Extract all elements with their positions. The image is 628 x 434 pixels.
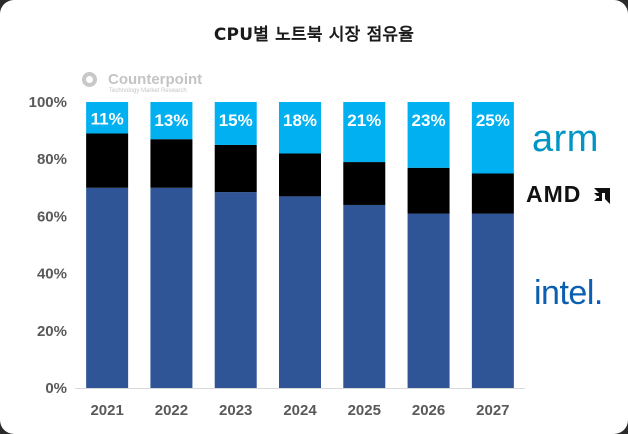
amd-logo: AMD	[526, 181, 582, 207]
data-label: 13%	[154, 111, 188, 130]
bar-segment-arm	[407, 102, 450, 168]
bar-segment-amd	[343, 162, 386, 205]
bar-segment-arm	[279, 102, 321, 154]
bar-segment-arm	[86, 102, 129, 134]
watermark-tagline: Technology Market Research	[109, 88, 187, 94]
bar-segment-intel	[214, 192, 257, 388]
bar-segment-intel	[343, 204, 386, 388]
y-tick-label: 20%	[37, 323, 67, 340]
bar-segment-amd	[279, 153, 321, 197]
counterpoint-logo-icon	[82, 72, 97, 87]
x-tick-label: 2023	[219, 402, 252, 419]
bar-segment-intel	[86, 187, 129, 388]
bar-segment-intel	[150, 187, 193, 388]
intel-logo: intel.	[534, 274, 603, 312]
data-label: 11%	[91, 110, 124, 129]
bar-segment-arm	[471, 102, 514, 174]
data-label: 23%	[412, 111, 446, 130]
bar-segment-intel	[407, 213, 450, 388]
y-tick-label: 60%	[37, 208, 67, 225]
bar-segment-intel	[279, 196, 321, 388]
data-label: 21%	[347, 111, 381, 130]
counterpoint-watermark: Counterpoint Technology Market Research	[82, 70, 222, 100]
data-label: 15%	[219, 111, 253, 130]
bar-segment-arm	[214, 102, 257, 145]
x-tick-label: 2025	[348, 402, 381, 419]
arm-logo: arm	[532, 118, 599, 160]
bar-segment-arm	[150, 102, 193, 140]
bar-segment-amd	[86, 133, 129, 188]
x-tick-label: 2027	[476, 402, 509, 419]
bar-segment-amd	[150, 139, 193, 188]
x-tick-label: 2022	[155, 402, 188, 419]
chart-title: CPU별 노트북 시장 점유율	[213, 25, 415, 45]
bar-segment-amd	[471, 173, 514, 214]
x-tick-label: 2024	[283, 402, 317, 419]
y-tick-label: 40%	[37, 266, 67, 283]
data-label: 25%	[476, 111, 510, 130]
watermark-name: Counterpoint	[108, 71, 203, 88]
bar-segment-intel	[471, 213, 514, 388]
amd-arrow-icon	[594, 188, 610, 204]
bar-segment-amd	[407, 167, 450, 214]
x-tick-label: 2021	[90, 402, 123, 419]
data-label: 18%	[283, 111, 317, 130]
y-tick-label: 0%	[45, 380, 67, 397]
bar-segment-amd	[214, 144, 257, 193]
y-tick-label: 80%	[37, 151, 67, 168]
bar-segment-arm	[343, 102, 386, 163]
y-tick-label: 100%	[29, 94, 67, 111]
x-tick-label: 2026	[412, 402, 445, 419]
